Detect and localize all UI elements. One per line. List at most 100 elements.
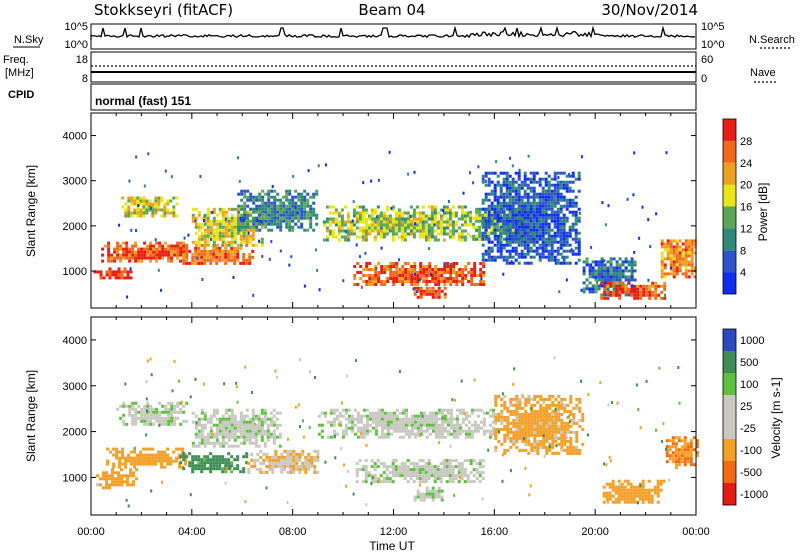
data-cell xyxy=(503,229,506,232)
data-cell xyxy=(595,287,598,290)
data-cell xyxy=(615,285,618,288)
scatter-cell xyxy=(243,219,245,222)
data-cell xyxy=(218,253,221,256)
data-cell xyxy=(191,262,194,265)
data-cell xyxy=(509,226,512,229)
data-cell xyxy=(691,251,694,254)
data-cell xyxy=(452,477,455,480)
data-cell xyxy=(133,460,136,463)
data-cell xyxy=(688,269,691,272)
data-cell xyxy=(407,221,410,224)
data-cell xyxy=(435,296,438,299)
data-cell xyxy=(431,206,434,209)
data-cell xyxy=(518,190,521,193)
data-cell xyxy=(524,398,527,401)
data-cell xyxy=(353,209,356,212)
data-cell xyxy=(449,221,452,224)
data-cell xyxy=(524,419,527,422)
data-cell xyxy=(592,272,595,275)
data-cell xyxy=(554,428,557,431)
data-cell xyxy=(276,436,279,439)
data-cell xyxy=(515,422,518,425)
data-cell xyxy=(610,269,613,272)
data-cell xyxy=(161,405,164,408)
data-cell xyxy=(231,214,234,217)
data-cell xyxy=(607,260,610,263)
data-cell xyxy=(154,209,157,212)
data-cell xyxy=(458,236,461,239)
data-cell xyxy=(440,233,443,236)
data-cell xyxy=(524,416,527,419)
data-cell xyxy=(216,430,219,433)
data-cell xyxy=(663,282,666,285)
data-cell xyxy=(464,215,467,218)
data-cell xyxy=(575,452,578,455)
data-cell xyxy=(365,477,368,480)
data-cell xyxy=(432,496,435,499)
data-cell xyxy=(527,199,530,202)
data-cell xyxy=(146,414,149,417)
data-cell xyxy=(158,411,161,414)
data-cell xyxy=(572,172,575,175)
data-cell xyxy=(539,422,542,425)
data-cell xyxy=(603,291,606,294)
data-cell xyxy=(419,233,422,236)
data-cell xyxy=(449,233,452,236)
data-cell xyxy=(170,257,173,260)
data-cell xyxy=(270,214,273,217)
data-cell xyxy=(419,215,422,218)
data-cell xyxy=(560,404,563,407)
data-cell xyxy=(172,451,175,454)
data-cell xyxy=(289,450,292,453)
data-cell xyxy=(304,456,307,459)
data-cell xyxy=(333,412,336,415)
data-cell xyxy=(575,229,578,232)
data-cell xyxy=(255,430,258,433)
data-cell xyxy=(276,199,279,202)
scatter-cell xyxy=(502,273,504,276)
data-cell xyxy=(527,247,530,250)
data-cell xyxy=(221,244,224,247)
data-cell xyxy=(566,262,569,265)
data-cell xyxy=(201,226,204,229)
data-cell xyxy=(612,480,615,483)
data-cell xyxy=(116,251,119,254)
data-cell xyxy=(473,468,476,471)
data-cell xyxy=(134,254,137,257)
data-cell xyxy=(554,431,557,434)
data-cell xyxy=(375,430,378,433)
data-cell xyxy=(389,221,392,224)
data-cell xyxy=(607,266,610,269)
data-cell xyxy=(221,470,224,473)
data-cell xyxy=(449,212,452,215)
data-cell xyxy=(476,283,479,286)
data-cell xyxy=(134,251,137,254)
data-cell xyxy=(237,445,240,448)
data-cell xyxy=(459,412,462,415)
data-cell xyxy=(207,217,210,220)
data-cell xyxy=(128,408,131,411)
data-cell xyxy=(236,458,239,461)
data-cell xyxy=(539,238,542,241)
data-cell xyxy=(407,465,410,468)
data-cell xyxy=(503,178,506,181)
data-cell xyxy=(673,251,676,254)
data-cell xyxy=(143,254,146,257)
data-cell xyxy=(664,263,667,266)
data-cell xyxy=(191,458,194,461)
data-cell xyxy=(456,409,459,412)
data-cell xyxy=(303,229,306,232)
data-cell xyxy=(575,434,578,437)
data-cell xyxy=(348,409,351,412)
data-cell xyxy=(151,203,154,206)
data-cell xyxy=(164,408,167,411)
data-cell xyxy=(152,245,155,248)
data-cell xyxy=(222,445,225,448)
data-cell xyxy=(303,217,306,220)
nsky-trace xyxy=(91,28,695,40)
data-cell xyxy=(318,433,321,436)
data-cell xyxy=(286,459,289,462)
data-cell xyxy=(282,208,285,211)
data-cell xyxy=(612,501,615,504)
power-data xyxy=(94,151,697,300)
